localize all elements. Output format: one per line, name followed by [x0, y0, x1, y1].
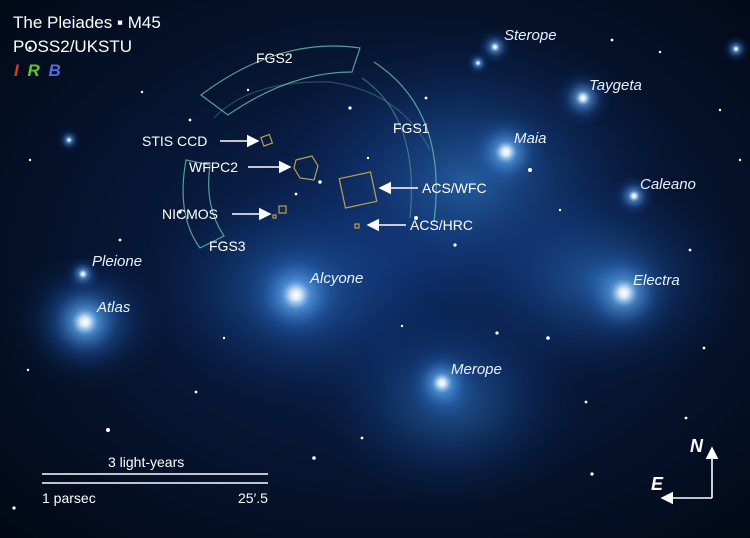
fgs-circle	[213, 81, 431, 151]
acs-hrc-aperture	[354, 223, 360, 229]
label-atlas: Atlas	[97, 299, 131, 316]
scale-bar	[42, 473, 268, 484]
compass-north: N	[690, 436, 703, 456]
label-wfpc2: WFPC2	[189, 159, 238, 175]
label-caleano: Caleano	[640, 176, 696, 193]
wfpc2-aperture	[293, 155, 319, 181]
filter-i: I	[14, 61, 19, 80]
label-sterope: Sterope	[504, 27, 557, 44]
filter-r: R	[27, 61, 40, 80]
filter-labels: I R B	[14, 61, 61, 81]
survey-label: POSS2/UKSTU	[13, 37, 133, 56]
star-taygeta	[553, 68, 613, 128]
faint-stars	[12, 38, 742, 510]
label-pleione: Pleione	[92, 253, 143, 270]
stis-ccd-aperture	[260, 133, 274, 147]
compass-east: E	[651, 474, 664, 494]
label-fgs3: FGS3	[209, 238, 246, 254]
star-merope	[402, 343, 482, 423]
scale-parsec: 1 parsec	[42, 490, 96, 506]
fgs2-outline	[199, 45, 361, 116]
label-acs-hrc: ACS/HRC	[410, 217, 474, 233]
label-merope: Merope	[451, 361, 502, 378]
acs-wfc-aperture	[338, 171, 378, 209]
label-stis-ccd: STIS CCD	[142, 133, 208, 149]
fgs1-outline	[373, 61, 437, 223]
star-atlas	[33, 270, 137, 374]
nicmos-aperture-small	[272, 214, 277, 219]
label-nicmos: NICMOS	[162, 206, 218, 222]
label-taygeta: Taygeta	[589, 77, 642, 94]
star-pleione	[65, 256, 101, 292]
label-fgs2: FGS2	[256, 50, 293, 66]
bright-stars	[33, 29, 750, 423]
fgs-outlines	[182, 45, 437, 249]
star-electra	[569, 238, 679, 348]
label-fgs1: FGS1	[393, 120, 430, 136]
star-maia	[462, 108, 550, 196]
label-maia: Maia	[514, 130, 547, 147]
label-acs-wfc: ACS/WFC	[422, 180, 487, 196]
star-caleano	[612, 174, 656, 218]
filter-b: B	[48, 61, 61, 80]
fgs1-outline-inner	[361, 77, 413, 219]
nicmos-aperture	[278, 205, 287, 214]
image-title: The Pleiades ▪ M45	[13, 13, 161, 32]
fgs3-outline	[182, 159, 225, 249]
compass-arrows	[660, 446, 719, 505]
pointer-arrows	[220, 134, 418, 232]
scale-arcmin: 25′.5	[238, 490, 268, 506]
apertures	[260, 133, 378, 229]
scale-light-years: 3 light-years	[108, 454, 185, 470]
label-alcyone: Alcyone	[310, 270, 364, 287]
label-electra: Electra	[633, 272, 680, 289]
star-alcyone	[238, 237, 354, 353]
